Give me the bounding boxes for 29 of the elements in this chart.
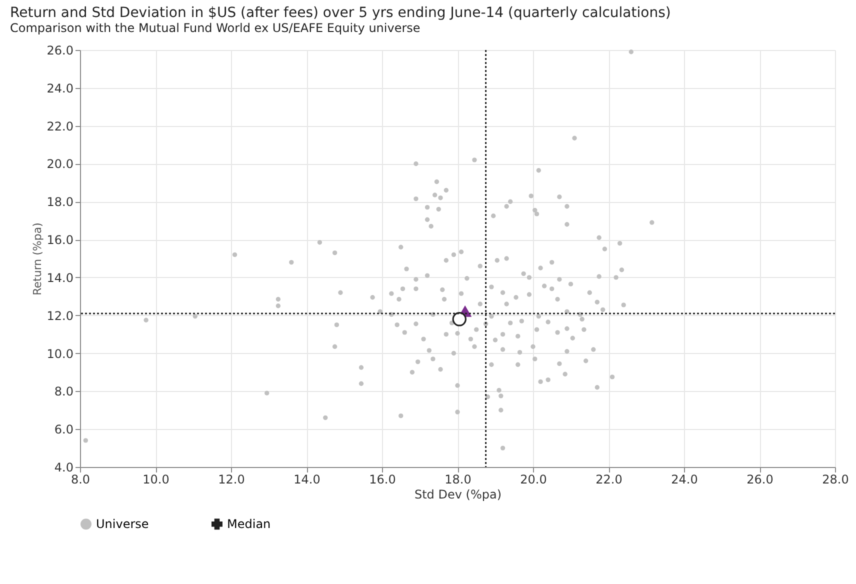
chart-subtitle: Comparison with the Mutual Fund World ex US/EAFE Equity universe bbox=[10, 21, 420, 35]
x-tick-label: 16.0 bbox=[369, 472, 396, 486]
x-tick-label: 28.0 bbox=[822, 472, 849, 486]
y-tick-label: 12.0 bbox=[46, 308, 74, 323]
x-tick-label: 18.0 bbox=[444, 472, 472, 486]
chart-title: Return and Std Deviation in $US (after fees) over 5 yrs ending June-14 (quarterly calculations) bbox=[10, 5, 671, 21]
x-tick-label: 24.0 bbox=[671, 472, 698, 486]
legend-label: Universe bbox=[96, 517, 149, 532]
y-tick-label: 20.0 bbox=[46, 157, 74, 172]
y-tick-label: 6.0 bbox=[54, 422, 74, 437]
x-tick-label: 10.0 bbox=[142, 472, 170, 486]
legend-label: Median bbox=[227, 517, 271, 532]
y-axis-title: Return (%pa) bbox=[30, 222, 44, 296]
y-tick-label: 18.0 bbox=[46, 195, 74, 210]
x-tick-label: 14.0 bbox=[294, 472, 320, 486]
y-tick-label: 14.0 bbox=[46, 270, 74, 285]
y-tick-label: 16.0 bbox=[46, 233, 74, 248]
x-tick-label: 8.0 bbox=[70, 472, 90, 486]
x-tick-label: 12.0 bbox=[218, 472, 245, 486]
x-tick-label: 22.0 bbox=[596, 472, 622, 486]
y-tick-label: 4.0 bbox=[54, 460, 74, 474]
y-tick-label: 8.0 bbox=[54, 384, 74, 399]
y-tick-label: 24.0 bbox=[46, 81, 74, 96]
y-tick-label: 10.0 bbox=[46, 346, 74, 361]
x-tick-label: 26.0 bbox=[746, 472, 774, 486]
x-tick-label: 20.0 bbox=[520, 472, 547, 486]
y-tick-label: 22.0 bbox=[46, 119, 74, 134]
x-axis-title: Std Dev (%pa) bbox=[414, 488, 502, 502]
y-tick-label: 26.0 bbox=[46, 44, 74, 58]
